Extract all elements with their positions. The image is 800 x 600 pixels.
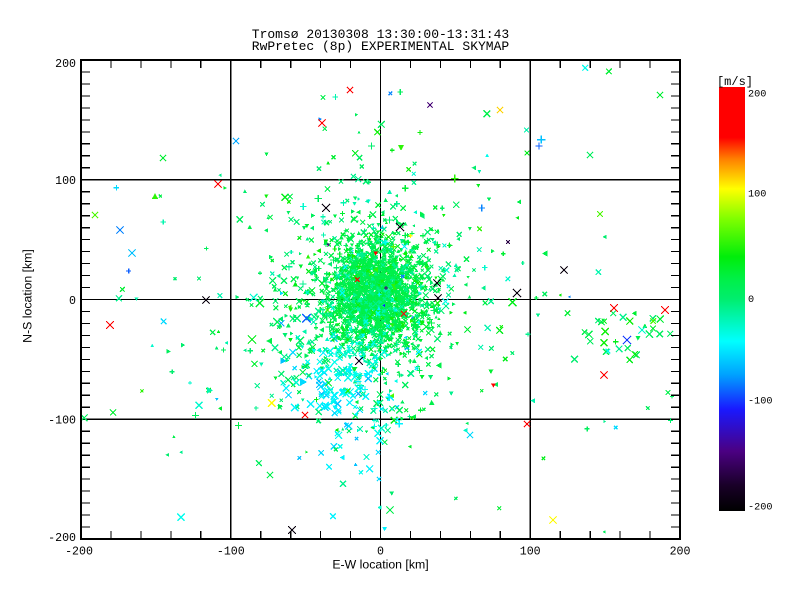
svg-text:[m/s]: [m/s] [717, 75, 753, 89]
svg-text:100: 100 [748, 190, 766, 201]
svg-text:0: 0 [69, 295, 76, 308]
svg-text:200: 200 [748, 89, 766, 100]
svg-text:-100: -100 [48, 415, 76, 428]
svg-text:200: 200 [55, 58, 76, 71]
svg-text:RwPretec (8p) EXPERIMENTAL SKY: RwPretec (8p) EXPERIMENTAL SKYMAP [252, 39, 510, 54]
svg-text:N-S location [km]: N-S location [km] [21, 249, 35, 343]
svg-text:-200: -200 [65, 546, 93, 559]
svg-text:Tromsø 20130308 13:30:00-13:31: Tromsø 20130308 13:30:00-13:31:43 [252, 27, 509, 42]
svg-text:200: 200 [670, 546, 691, 559]
svg-text:0: 0 [377, 546, 384, 559]
svg-text:-200: -200 [748, 503, 772, 514]
svg-text:E-W location [km]: E-W location [km] [332, 558, 428, 572]
svg-text:0: 0 [748, 295, 754, 306]
svg-text:100: 100 [55, 175, 76, 188]
svg-text:-200: -200 [48, 532, 76, 545]
svg-text:100: 100 [520, 546, 541, 559]
svg-text:-100: -100 [217, 546, 245, 559]
svg-text:-100: -100 [748, 397, 772, 408]
